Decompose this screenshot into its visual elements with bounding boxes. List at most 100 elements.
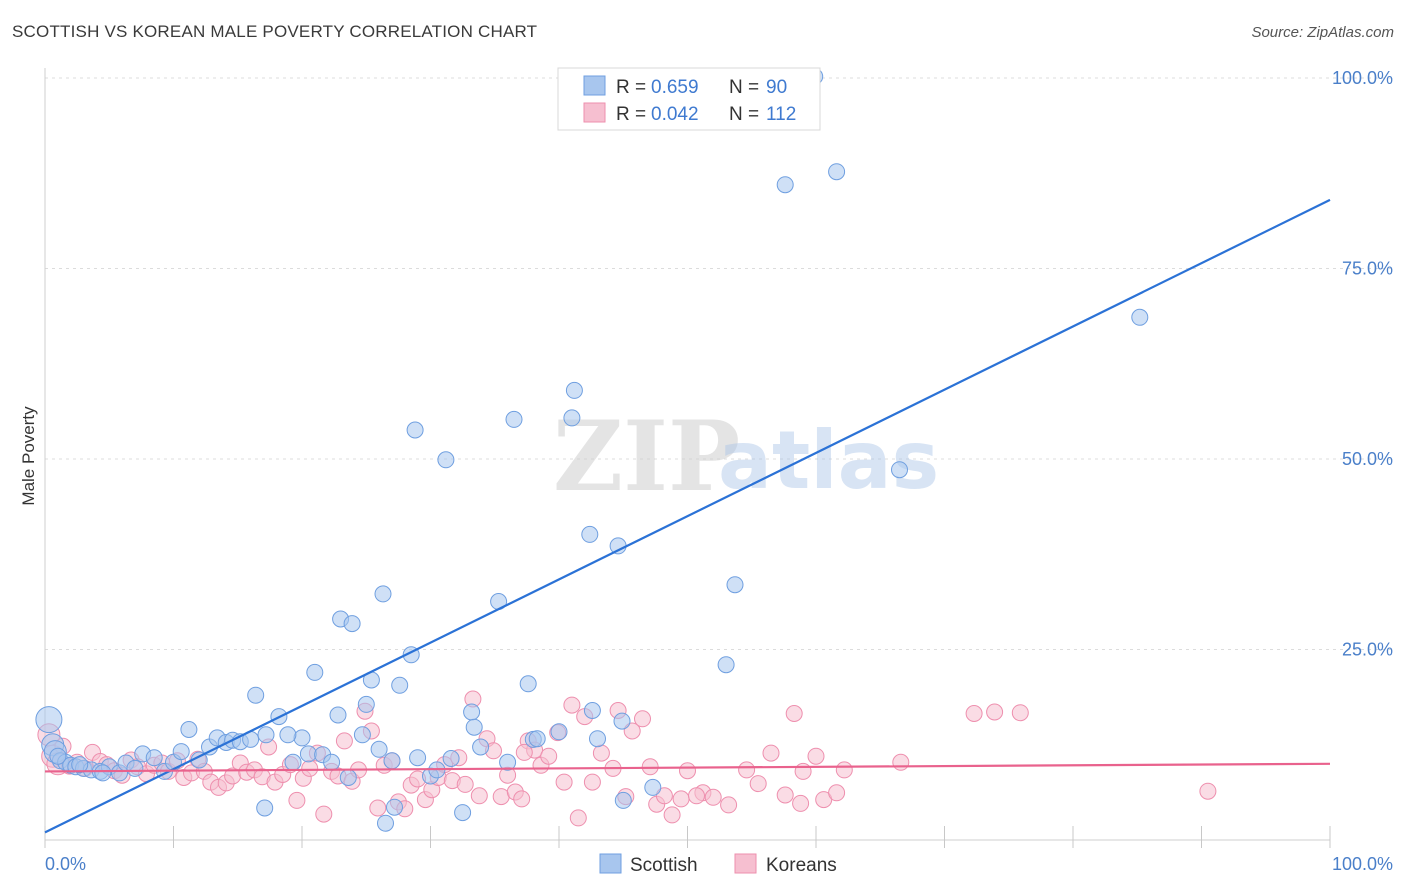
korean-point	[592, 744, 610, 762]
scottish-point	[306, 663, 324, 681]
korean-point	[776, 786, 794, 804]
scottish-point	[391, 676, 409, 694]
legend-swatch-scottish	[583, 75, 606, 96]
scottish-point	[581, 525, 599, 543]
x-tick-label-0: 0.0%	[45, 854, 86, 874]
scottish-point	[71, 756, 89, 774]
korean-point	[663, 806, 681, 824]
scottish-point	[49, 747, 67, 765]
chart-title: SCOTTISH VS KOREAN MALE POVERTY CORRELAT…	[12, 22, 538, 41]
korean-point	[515, 743, 533, 761]
korean-point	[569, 809, 587, 827]
korean-point	[720, 796, 738, 814]
scottish-point	[284, 753, 302, 771]
scottish-point	[329, 706, 347, 724]
korean-point	[456, 775, 474, 793]
korean-point	[540, 747, 558, 765]
scottish-point	[891, 461, 908, 479]
korean-point	[1199, 782, 1217, 800]
scottish-point	[353, 726, 371, 744]
korean-point	[792, 794, 810, 812]
korean-point	[288, 791, 306, 809]
korean-point	[835, 761, 853, 779]
scottish-point	[383, 752, 401, 770]
korean-point	[807, 747, 825, 765]
scottish-point	[257, 726, 275, 744]
scottish-point	[563, 409, 581, 427]
scottish-point	[776, 176, 794, 194]
scottish-point	[339, 769, 357, 786]
scottish-point	[499, 753, 517, 771]
scottish-point	[145, 749, 163, 767]
korean-point	[555, 773, 573, 791]
scottish-point	[472, 738, 490, 756]
scottish-point	[279, 726, 297, 744]
korean-point	[688, 787, 705, 805]
scottish-point	[35, 706, 63, 734]
scottish-point	[442, 750, 460, 767]
legend-swatch-korean	[583, 102, 606, 123]
scottish-points	[35, 68, 1149, 832]
legend-n-label-scottish: N =	[729, 77, 759, 98]
korean-point	[828, 784, 846, 802]
korean-point	[470, 787, 488, 805]
korean-point	[315, 805, 333, 823]
korean-point	[369, 799, 387, 817]
legend-n-value-scottish: 90	[766, 77, 787, 98]
scottish-point	[180, 721, 198, 738]
chart-source: Source: ZipAtlas.com	[1251, 24, 1394, 41]
korean-point	[623, 722, 641, 740]
korean-point	[785, 705, 803, 722]
scottish-point	[465, 718, 483, 736]
tick-labels: 25.0% 50.0% 75.0% 100.0% 0.0% 100.0%	[45, 68, 1393, 874]
korean-point	[492, 788, 510, 806]
scottish-point	[589, 730, 606, 748]
scottish-point	[726, 576, 744, 594]
scottish-point	[565, 381, 583, 399]
x-tick-label-1: 100.0%	[1332, 854, 1393, 874]
scottish-point	[828, 163, 846, 181]
korean-point	[986, 703, 1004, 721]
watermark: ZIP atlas	[553, 400, 939, 513]
scottish-point	[323, 753, 341, 771]
scottish-point	[409, 749, 427, 767]
scottish-point	[386, 798, 403, 816]
korean-point	[583, 773, 601, 791]
korean-point	[634, 710, 651, 728]
korean-point	[892, 753, 910, 771]
korean-point	[679, 762, 696, 780]
y-axis-label: Male Poverty	[19, 406, 38, 506]
scottish-point	[528, 730, 546, 748]
korean-point	[965, 705, 983, 722]
scottish-point	[505, 410, 523, 428]
korean-point	[563, 696, 581, 714]
korean-point	[335, 732, 353, 750]
legend-r-label-korean: R =	[616, 104, 646, 125]
scottish-point	[357, 695, 375, 713]
scottish-point	[370, 740, 388, 758]
axes	[44, 68, 1331, 848]
korean-point	[655, 787, 673, 805]
korean-point	[704, 788, 722, 806]
scottish-point	[126, 759, 144, 777]
scottish-point	[343, 615, 361, 633]
y-tick-label-2: 75.0%	[1342, 259, 1393, 279]
scottish-point	[256, 799, 274, 817]
korean-point	[672, 790, 690, 808]
scottish-point	[550, 723, 568, 741]
legend-r-value-korean: 0.042	[651, 104, 699, 125]
scottish-point	[454, 804, 472, 822]
scottish-point	[613, 712, 631, 730]
scottish-point	[172, 743, 190, 761]
scottish-point	[717, 656, 735, 674]
scottish-point	[299, 745, 317, 763]
scottish-point	[293, 729, 311, 747]
korean-point	[301, 759, 319, 777]
scottish-point	[94, 764, 112, 782]
y-tick-label-3: 100.0%	[1332, 68, 1393, 88]
watermark-zip: ZIP	[553, 400, 740, 513]
bottom-legend-swatch-korean	[734, 853, 757, 874]
watermark-atlas: atlas	[718, 414, 939, 507]
korean-point	[738, 761, 756, 779]
scottish-point	[1131, 308, 1149, 326]
